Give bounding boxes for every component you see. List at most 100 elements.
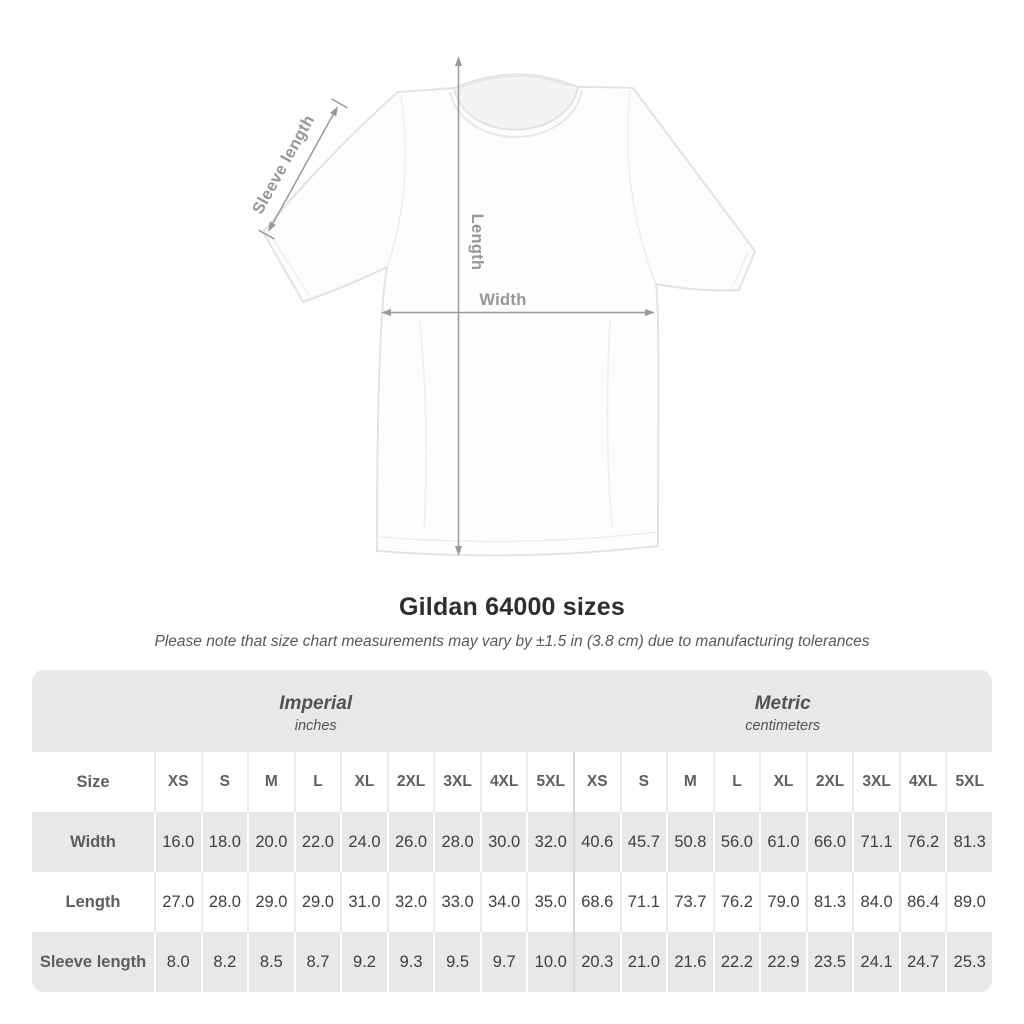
col-header-metric-xs: XS — [573, 752, 620, 812]
size-column-header: Size — [76, 772, 110, 791]
col-header-metric-s: S — [619, 752, 667, 812]
table-cell: 8.2 — [200, 932, 248, 992]
length-label: Length — [468, 214, 486, 271]
table-cell: 50.8 — [666, 812, 713, 872]
table-cell: 84.0 — [852, 872, 899, 932]
col-header-metric-2xl: 2XL — [805, 752, 853, 812]
table-cell: 68.6 — [573, 872, 620, 932]
table-cell: 20.3 — [573, 932, 620, 992]
table-cell: 81.3 — [805, 872, 853, 932]
unit-header-band: Imperial inches Metric centimeters — [32, 670, 992, 752]
col-header-imperial-s: S — [200, 752, 248, 812]
table-cell: 79.0 — [759, 872, 806, 932]
table-cell: 76.2 — [712, 872, 760, 932]
table-cell: 8.0 — [154, 932, 201, 992]
width-arrow — [381, 309, 655, 316]
table-cell: 16.0 — [154, 812, 201, 872]
table-cell: 35.0 — [526, 872, 573, 932]
table-cell: 71.1 — [619, 872, 667, 932]
col-header-imperial-5xl: 5XL — [526, 752, 573, 812]
table-cell: 22.9 — [759, 932, 806, 992]
table-cell: 71.1 — [852, 812, 899, 872]
imperial-sublabel: inches — [294, 717, 337, 734]
table-cell: 61.0 — [759, 812, 806, 872]
row-label: Sleeve length — [39, 952, 147, 971]
table-cell: 33.0 — [433, 872, 480, 932]
col-header-metric-3xl: 3XL — [852, 752, 899, 812]
table-cell: 56.0 — [712, 812, 760, 872]
table-cell: 32.0 — [526, 812, 573, 872]
col-header-metric-m: M — [666, 752, 713, 812]
table-cell: 32.0 — [386, 872, 434, 932]
col-header-imperial-m: M — [247, 752, 294, 812]
collar — [453, 73, 579, 131]
metric-sublabel: centimeters — [745, 717, 821, 734]
width-label: Width — [479, 291, 526, 309]
col-header-imperial-4xl: 4XL — [479, 752, 527, 812]
tshirt-diagram: Length Width Sleeve length — [249, 56, 756, 557]
col-header-metric-l: L — [712, 752, 760, 812]
table-cell: 9.3 — [386, 932, 434, 992]
col-header-metric-5xl: 5XL — [945, 752, 992, 812]
page-subtitle: Please note that size chart measurements… — [154, 633, 870, 650]
table-cell: 28.0 — [200, 872, 248, 932]
table-cell: 29.0 — [247, 872, 294, 932]
col-header-imperial-xl: XL — [340, 752, 387, 812]
row-label: Length — [65, 892, 121, 911]
table-cell: 24.0 — [340, 812, 387, 872]
metric-header: Metric centimeters — [573, 670, 992, 752]
col-header-imperial-l: L — [293, 752, 341, 812]
table-cell: 9.5 — [433, 932, 480, 992]
table-cell: 26.0 — [386, 812, 434, 872]
table-cell: 21.0 — [619, 932, 667, 992]
table-cell: 9.7 — [479, 932, 527, 992]
col-header-metric-4xl: 4XL — [898, 752, 946, 812]
table-cell: 28.0 — [433, 812, 480, 872]
table-cell: 20.0 — [247, 812, 294, 872]
imperial-header: Imperial inches — [32, 670, 573, 752]
page-title: Gildan 64000 sizes — [399, 593, 625, 621]
table-cell: 9.2 — [340, 932, 387, 992]
table-row: Length 27.0 28.0 29.0 29.0 31.0 32.0 33.0 34.0 35… — [32, 872, 992, 932]
table-cell: 31.0 — [340, 872, 387, 932]
table-cell: 22.0 — [293, 812, 341, 872]
table-cell: 8.5 — [247, 932, 294, 992]
table-cell: 22.2 — [712, 932, 760, 992]
size-table: Imperial inches Metric centimeters Size X… — [32, 670, 992, 992]
table-cell: 89.0 — [945, 872, 992, 932]
table-cell: 66.0 — [805, 812, 853, 872]
table-cell: 10.0 — [526, 932, 573, 992]
table-cell: 23.5 — [805, 932, 853, 992]
table-cell: 24.7 — [898, 932, 946, 992]
sleeve-length-arrow — [258, 98, 348, 240]
table-cell: 30.0 — [479, 812, 527, 872]
table-cell: 40.6 — [573, 812, 620, 872]
tshirt-image — [262, 73, 756, 557]
table-row: Width 16.0 18.0 20.0 22.0 24.0 26.0 28.0 30.0 32.… — [32, 812, 992, 872]
table-cell: 27.0 — [154, 872, 201, 932]
table-cell: 45.7 — [619, 812, 667, 872]
table-cell: 73.7 — [666, 872, 713, 932]
table-cell: 29.0 — [293, 872, 341, 932]
table-cell: 18.0 — [200, 812, 248, 872]
table-cell: 81.3 — [945, 812, 992, 872]
table-cell: 25.3 — [945, 932, 992, 992]
col-header-metric-xl: XL — [759, 752, 806, 812]
col-header-imperial-3xl: 3XL — [433, 752, 480, 812]
size-header-row: Size XS S M L XL 2XL 3XL 4XL 5XL XS S M L XL 2XL 3XL 4XL 5… — [32, 752, 992, 812]
table-cell: 34.0 — [479, 872, 527, 932]
col-header-imperial-xs: XS — [154, 752, 201, 812]
col-header-imperial-2xl: 2XL — [386, 752, 434, 812]
table-cell: 24.1 — [852, 932, 899, 992]
imperial-label: Imperial — [279, 692, 353, 714]
table-cell: 76.2 — [898, 812, 946, 872]
table-cell: 86.4 — [898, 872, 946, 932]
table-body: Size XS S M L XL 2XL 3XL 4XL 5XL XS S M L XL 2XL 3XL 4XL 5… — [32, 752, 992, 992]
table-row: Sleeve length 8.0 8.2 8.5 8.7 9.2 9.3 9.5 9.7 10.… — [32, 932, 992, 992]
table-cell: 8.7 — [293, 932, 341, 992]
metric-label: Metric — [754, 692, 811, 714]
length-arrow — [455, 56, 462, 556]
row-label: Width — [70, 832, 116, 851]
table-cell: 21.6 — [666, 932, 713, 992]
